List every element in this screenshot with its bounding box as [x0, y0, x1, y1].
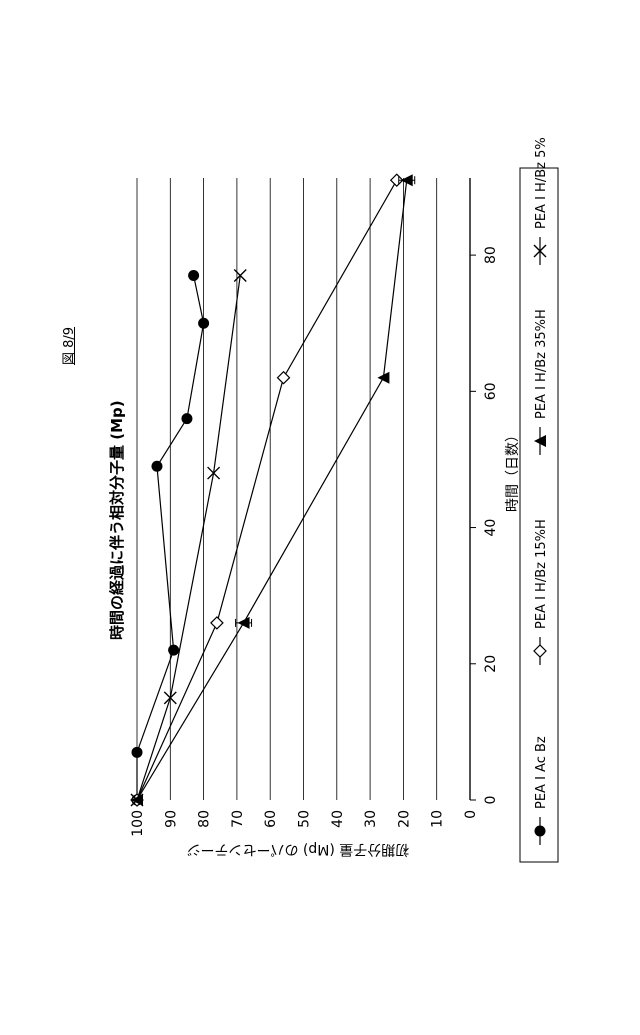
y-tick-label: 90 [163, 810, 179, 828]
y-axis-label: 初期分子量 (Mp) のパーセンテージ [187, 841, 410, 858]
marker-diamond [534, 645, 546, 657]
y-tick-label: 80 [197, 810, 213, 828]
legend: PEA I Ac Bz PEA I H/Bz 15%H PEA I H/Bz 35%… [520, 137, 558, 862]
x-tick-label: 20 [483, 655, 499, 673]
y-tick-label: 0 [463, 810, 479, 819]
y-tick-label: 100 [130, 810, 146, 837]
marker-circle [181, 413, 192, 424]
grid-lines [137, 178, 470, 800]
y-tick-label: 60 [263, 810, 279, 828]
series-3 [131, 270, 246, 806]
legend-label: PEA I H/Bz 35%H [534, 309, 549, 419]
y-tick-label: 20 [396, 810, 412, 828]
series-line [137, 276, 240, 800]
y-tick-label: 10 [430, 810, 446, 828]
x-tick-label: 40 [483, 519, 499, 537]
marker-circle [132, 747, 143, 758]
y-tick-label: 30 [363, 810, 379, 828]
marker-circle [198, 318, 209, 329]
series-1 [131, 174, 403, 806]
marker-circle [535, 826, 546, 837]
marker-diamond [278, 372, 290, 384]
series-layer [131, 174, 415, 806]
x-tick-label: 80 [483, 246, 499, 264]
x-axis-label: 時間（日数） [505, 428, 521, 512]
marker-diamond [211, 617, 223, 629]
y-tick-label: 50 [297, 810, 313, 828]
legend-label: PEA I H/Bz 15%H [534, 519, 549, 629]
x-tick-label: 0 [483, 796, 499, 805]
marker-circle [151, 461, 162, 472]
legend-label: PEA I Ac Bz [534, 736, 549, 809]
y-tick-label: 70 [230, 810, 246, 828]
series-line [137, 180, 397, 800]
marker-circle [168, 645, 179, 656]
y-tick-label: 40 [330, 810, 346, 828]
x-tick-label: 60 [483, 382, 499, 400]
legend-label: PEA I H/Bz 5% [534, 137, 549, 229]
axes: 1009080706050403020100020406080時間（日数）初期分… [130, 178, 521, 858]
marker-circle [188, 270, 199, 281]
series-line [137, 180, 407, 800]
